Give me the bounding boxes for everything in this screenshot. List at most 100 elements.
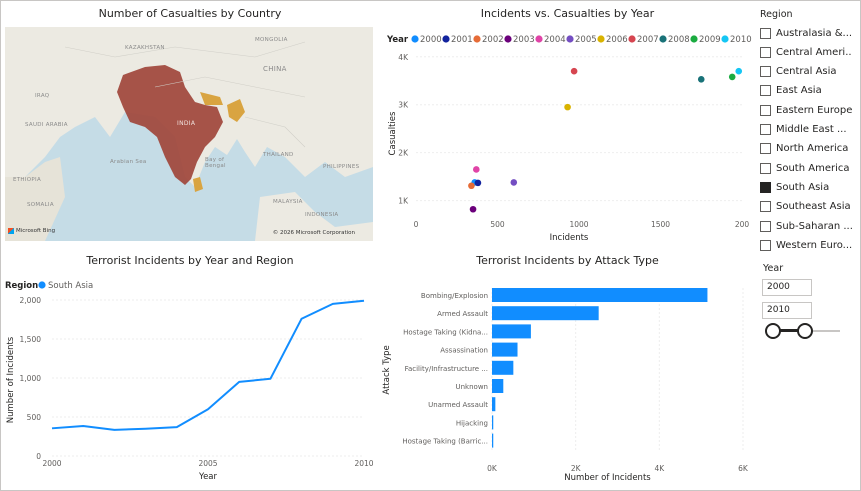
scatter-x-tick: 500 — [490, 220, 505, 229]
scatter-legend-marker[interactable] — [690, 35, 698, 43]
year-range-slider[interactable] — [765, 322, 840, 340]
line-chart[interactable]: Region South Asia 0 500 1,000 1,500 2,000 2000 2… — [0, 250, 380, 490]
scatter-legend-marker[interactable] — [411, 35, 419, 43]
scatter-visual[interactable]: Incidents vs. Casualties by Year Year 200… — [380, 0, 755, 245]
scatter-title: Incidents vs. Casualties by Year — [480, 7, 655, 20]
scatter-legend-label[interactable]: 2009 — [699, 35, 721, 45]
region-option[interactable]: East Asia — [760, 83, 852, 99]
region-option[interactable]: Middle East ... — [760, 122, 852, 138]
scatter-point[interactable] — [735, 67, 743, 75]
bar-visual[interactable]: Terrorist Incidents by Attack Type 0K 2K 4… — [380, 250, 755, 490]
scatter-point[interactable] — [468, 182, 475, 190]
scatter-legend-label[interactable]: 2004 — [544, 35, 566, 45]
region-option[interactable]: South America — [760, 160, 852, 176]
scatter-legend-marker[interactable] — [659, 35, 667, 43]
scatter-point[interactable] — [728, 73, 736, 81]
scatter-point[interactable] — [570, 67, 578, 75]
scatter-legend-marker[interactable] — [628, 35, 636, 43]
region-checkbox[interactable] — [760, 220, 771, 232]
scatter-legend-label[interactable]: 2007 — [637, 35, 659, 45]
scatter-y-label: Casualties — [388, 111, 398, 155]
scatter-legend-marker[interactable] — [504, 35, 512, 43]
region-checkbox[interactable] — [760, 46, 771, 58]
line-legend-marker[interactable] — [38, 281, 46, 289]
region-checkbox[interactable] — [760, 124, 771, 135]
scatter-legend-label[interactable]: 2001 — [451, 35, 473, 45]
region-option[interactable]: Australasia &... — [760, 25, 852, 41]
bar-category-label: Armed Assault — [437, 310, 488, 318]
bar[interactable] — [492, 415, 494, 430]
scatter-legend-label[interactable]: 2003 — [513, 35, 535, 45]
scatter-point[interactable] — [564, 103, 571, 111]
region-checkbox[interactable] — [760, 162, 771, 174]
region-option[interactable]: Eastern Europe — [760, 102, 852, 118]
region-checkbox[interactable] — [760, 85, 771, 97]
slider-handle-start[interactable] — [765, 323, 781, 339]
scatter-legend-label[interactable]: 2006 — [606, 35, 628, 45]
map-canvas[interactable] — [5, 27, 373, 241]
map-label-iraq: IRAQ — [35, 93, 50, 99]
scatter-legend-marker[interactable] — [473, 35, 481, 43]
map-visual[interactable]: Number of Casualties by Country — [0, 0, 380, 245]
region-option[interactable]: Central Asia — [760, 64, 852, 80]
line-series-south-asia[interactable] — [51, 299, 365, 431]
line-legend-label[interactable]: South Asia — [48, 281, 93, 291]
map-label-ethiopia: ETHIOPIA — [13, 177, 42, 183]
line-visual[interactable]: Terrorist Incidents by Year and Region R… — [0, 250, 380, 490]
scatter-legend-label[interactable]: 2005 — [575, 35, 597, 45]
region-option[interactable]: Southeast Asia — [760, 199, 852, 215]
year-from-input[interactable]: 2000 — [762, 279, 812, 296]
region-checkbox[interactable] — [760, 201, 771, 213]
region-checkbox[interactable] — [760, 66, 771, 78]
scatter-point[interactable] — [697, 76, 705, 83]
region-checkbox[interactable] — [760, 143, 771, 155]
bar[interactable] — [492, 379, 504, 393]
scatter-legend-marker[interactable] — [721, 35, 729, 43]
bar[interactable] — [492, 288, 708, 302]
scatter-point[interactable] — [510, 179, 518, 186]
map-label-india: INDIA — [177, 120, 196, 127]
scatter-point[interactable] — [469, 205, 477, 213]
bar[interactable] — [492, 433, 494, 448]
scatter-point[interactable] — [474, 179, 482, 187]
bar[interactable] — [492, 306, 599, 321]
scatter-legend-marker[interactable] — [535, 35, 543, 43]
bar[interactable] — [492, 342, 518, 357]
region-option-label: Sub-Saharan ... — [776, 220, 852, 232]
scatter-legend-label[interactable]: 2002 — [482, 35, 504, 45]
region-option-label: Southeast Asia — [776, 201, 851, 213]
bar-category-label: Hostage Taking (Kidna... — [403, 328, 488, 336]
region-checkbox[interactable] — [760, 104, 771, 116]
region-option[interactable]: Sub-Saharan ... — [760, 218, 852, 234]
bar[interactable] — [492, 360, 514, 375]
scatter-legend-label[interactable]: 2000 — [420, 35, 442, 45]
bar-chart[interactable]: 0K 2K 4K 6K Bombing/Explosion Armed Assault Ho… — [380, 250, 755, 490]
region-option[interactable]: North America — [760, 141, 852, 157]
scatter-legend-label[interactable]: 2010 — [730, 35, 752, 45]
region-option[interactable]: South Asia — [760, 179, 852, 195]
scatter-legend-label[interactable]: 2008 — [668, 35, 690, 45]
scatter-y-tick: 1K — [398, 197, 409, 206]
map-label-saudi-arabia: SAUDI ARABIA — [25, 122, 68, 128]
casualties-map[interactable]: KAZAKHSTAN MONGOLIA CHINA INDIA SAUDI AR… — [5, 27, 373, 241]
region-option[interactable]: Central Ameri... — [760, 44, 852, 60]
year-to-input[interactable]: 2010 — [762, 302, 812, 319]
region-checkbox[interactable] — [760, 181, 771, 193]
scatter-legend-marker[interactable] — [442, 35, 450, 43]
scatter-legend-marker[interactable] — [597, 35, 605, 43]
region-option-label: Australasia &... — [776, 27, 852, 39]
region-option-label: North America — [776, 143, 849, 155]
scatter-legend-marker[interactable] — [566, 35, 574, 43]
scatter-chart[interactable]: Year 2000 2001 2002 2003 2004 2005 2006 2007 2008… — [380, 0, 755, 245]
line-y-label: Number of Incidents — [6, 336, 16, 423]
bar[interactable] — [492, 324, 531, 339]
region-option-label: South Asia — [776, 181, 830, 193]
bar-y-label: Attack Type — [382, 345, 392, 394]
region-checkbox[interactable] — [760, 27, 771, 39]
region-checkbox[interactable] — [760, 239, 771, 251]
bar[interactable] — [492, 397, 496, 412]
line-x-tick: 2000 — [42, 459, 61, 468]
scatter-point[interactable] — [473, 166, 480, 173]
slider-handle-end[interactable] — [797, 323, 814, 339]
region-option[interactable]: Western Euro... — [760, 237, 852, 253]
